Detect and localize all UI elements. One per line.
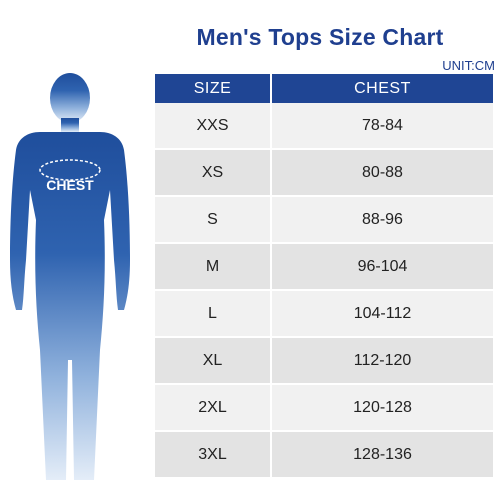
chest-cell: 104-112 (272, 291, 493, 338)
table-row: XXS 78-84 (155, 103, 493, 150)
chest-label: CHEST (46, 177, 94, 193)
size-cell: 2XL (155, 385, 272, 432)
table-row: XL 112-120 (155, 338, 493, 385)
table-row: 3XL 128-136 (155, 432, 493, 479)
header-chest: CHEST (272, 74, 493, 103)
page-title: Men's Tops Size Chart (196, 24, 444, 50)
size-cell: L (155, 291, 272, 338)
size-table: SIZE CHEST XXS 78-84 XS 80-88 S 88-96 M … (155, 74, 493, 479)
chest-cell: 96-104 (272, 244, 493, 291)
size-cell: S (155, 197, 272, 244)
size-cell: 3XL (155, 432, 272, 479)
size-cell: XXS (155, 103, 272, 150)
size-cell: XS (155, 150, 272, 197)
unit-label: UNIT:CM (442, 58, 495, 73)
chest-cell: 80-88 (272, 150, 493, 197)
table-row: M 96-104 (155, 244, 493, 291)
body-silhouette-icon: CHEST (10, 73, 130, 480)
table-row: XS 80-88 (155, 150, 493, 197)
body-silhouette-figure: CHEST (0, 70, 150, 490)
table-header-row: SIZE CHEST (155, 74, 493, 103)
table-row: L 104-112 (155, 291, 493, 338)
chest-cell: 88-96 (272, 197, 493, 244)
size-cell: M (155, 244, 272, 291)
header-size: SIZE (155, 74, 272, 103)
table-row: S 88-96 (155, 197, 493, 244)
chest-cell: 120-128 (272, 385, 493, 432)
chest-cell: 128-136 (272, 432, 493, 479)
chest-cell: 112-120 (272, 338, 493, 385)
size-cell: XL (155, 338, 272, 385)
table-row: 2XL 120-128 (155, 385, 493, 432)
chest-cell: 78-84 (272, 103, 493, 150)
